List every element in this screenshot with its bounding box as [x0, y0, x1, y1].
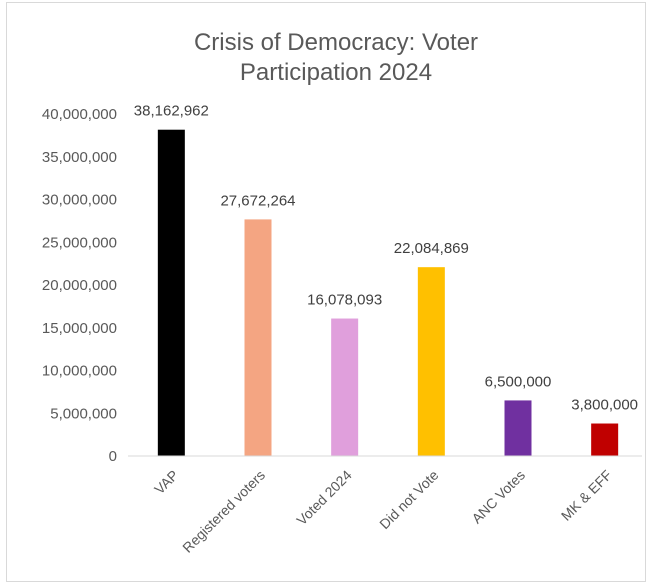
y-tick-label: 15,000,000 [42, 320, 117, 337]
y-tick-label: 0 [109, 448, 117, 465]
y-tick-label: 20,000,000 [42, 277, 117, 294]
y-tick-label: 25,000,000 [42, 234, 117, 251]
data-label: 16,078,093 [307, 292, 382, 309]
chart-frame [6, 2, 646, 582]
bar [591, 423, 619, 456]
bar [417, 267, 445, 456]
bar [157, 129, 185, 457]
x-tick-label: VAP [151, 467, 181, 497]
y-tick-label: 30,000,000 [42, 192, 117, 209]
data-label: 22,084,869 [394, 240, 469, 257]
data-label: 27,672,264 [220, 192, 295, 209]
bar [331, 318, 359, 456]
x-tick-label: Registered voters [179, 467, 268, 556]
chart-title-line-2: Participation 2024 [240, 59, 432, 86]
y-tick-label: 35,000,000 [42, 149, 117, 166]
x-tick-label: Did not Vote [376, 467, 441, 532]
bar [244, 219, 272, 456]
x-tick-label: ANC Votes [468, 467, 528, 527]
bar [504, 400, 532, 456]
x-tick-label: Voted 2024 [293, 467, 355, 529]
y-tick-label: 5,000,000 [50, 405, 117, 422]
y-tick-label: 10,000,000 [42, 363, 117, 380]
data-label: 38,162,962 [134, 103, 209, 120]
data-label: 3,800,000 [571, 397, 638, 414]
data-label: 6,500,000 [485, 373, 552, 390]
y-tick-label: 40,000,000 [42, 106, 117, 123]
chart-title-line-1: Crisis of Democracy: Voter [194, 29, 478, 56]
x-tick-label: MK & EFF [558, 467, 615, 524]
bars: 38,162,962 27,672,264 16,078,093 22,084,869… [134, 103, 638, 457]
y-axis: 0 5,000,000 10,000,000 15,000,000 20,000,000… [42, 106, 117, 465]
